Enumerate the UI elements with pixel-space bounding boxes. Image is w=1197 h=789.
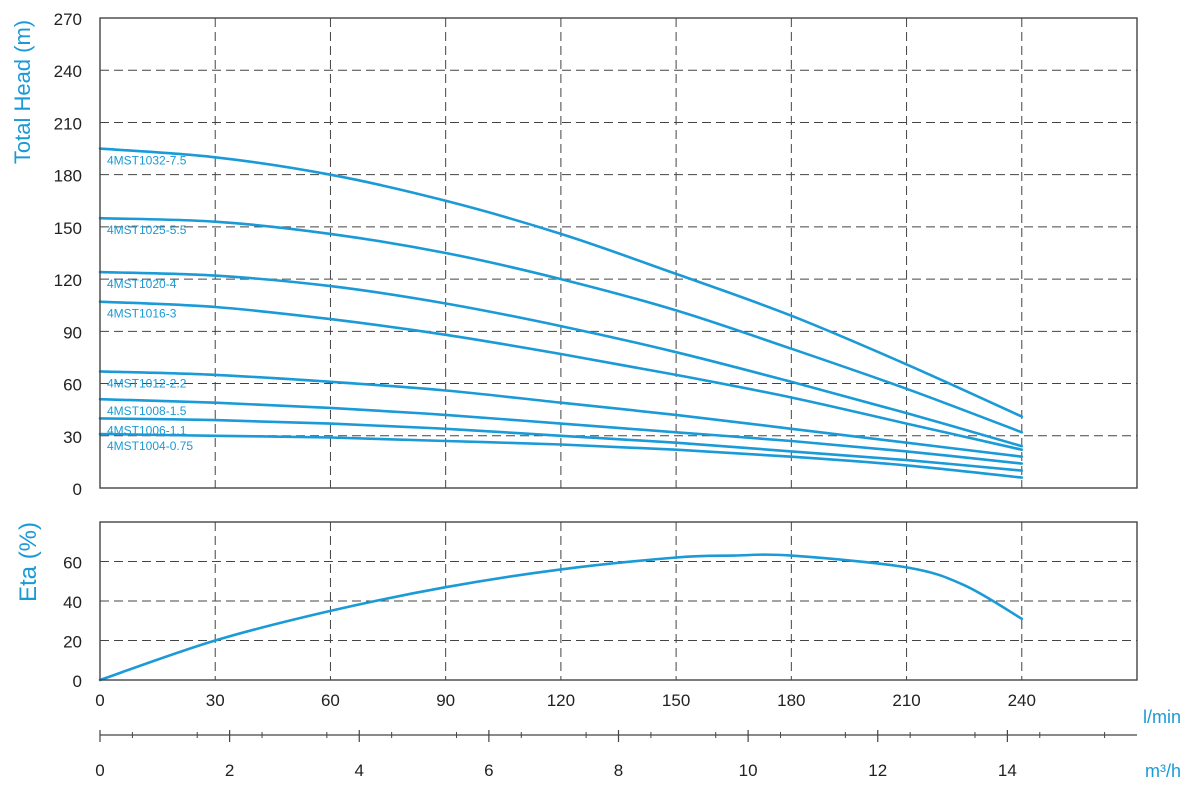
eta-curve [98, 553, 1024, 682]
eta-axis-title: Eta (%) [15, 522, 42, 602]
lmin-tick-label: 0 [95, 691, 104, 710]
eta-plot-frame [99, 521, 1138, 681]
curve-label-4MST1025-5.5: 4MST1025-5.5 [107, 223, 187, 237]
curve-label-4MST1004-0.75: 4MST1004-0.75 [107, 439, 193, 453]
m3h-tick-label: 12 [868, 761, 887, 780]
head-curve-4MST1025-5.5 [98, 216, 1024, 434]
head-y-tick-label: 210 [54, 114, 82, 133]
curve-layer [98, 147, 1024, 682]
m3h-unit-label: m³/h [1145, 761, 1181, 781]
m3h-tick-label: 6 [484, 761, 493, 780]
head-curve-4MST1008-1.5 [98, 397, 1024, 465]
head-y-tick-label: 180 [54, 167, 82, 186]
head-curve-4MST1012-2.2 [98, 370, 1024, 458]
head-y-tick-label: 270 [54, 10, 82, 29]
m3h-tick-label: 10 [739, 761, 758, 780]
m3h-tick-label: 14 [998, 761, 1017, 780]
curve-label-4MST1032-7.5: 4MST1032-7.5 [107, 154, 187, 168]
lmin-tick-label: 30 [206, 691, 225, 710]
head-y-tick-label: 30 [63, 428, 82, 447]
m3h-tick-label: 4 [355, 761, 364, 780]
m3h-tick-label: 0 [95, 761, 104, 780]
lmin-tick-label: 180 [777, 691, 805, 710]
eta-y-tick-label: 0 [73, 672, 82, 691]
text-layer: Total Head (m) Eta (%) l/min m³/h 4MST10… [10, 10, 1181, 781]
head-y-tick-label: 0 [73, 480, 82, 499]
head-curve-4MST1016-3 [98, 300, 1024, 451]
curve-label-4MST1006-1.1: 4MST1006-1.1 [107, 423, 187, 437]
lmin-tick-label: 60 [321, 691, 340, 710]
curve-label-4MST1016-3: 4MST1016-3 [107, 307, 177, 321]
head-curve-4MST1032-7.5 [98, 147, 1024, 418]
curve-label-4MST1008-1.5: 4MST1008-1.5 [107, 404, 187, 418]
frame-layer [99, 17, 1138, 742]
curve-label-4MST1020-4: 4MST1020-4 [107, 277, 177, 291]
lmin-unit-label: l/min [1143, 707, 1181, 727]
head-y-tick-label: 90 [63, 323, 82, 342]
head-y-tick-label: 150 [54, 219, 82, 238]
lmin-tick-label: 150 [662, 691, 690, 710]
head-y-tick-label: 120 [54, 271, 82, 290]
head-y-tick-label: 60 [63, 376, 82, 395]
eta-y-tick-label: 20 [63, 633, 82, 652]
head-plot-frame [99, 17, 1138, 489]
m3h-tick-label: 2 [225, 761, 234, 780]
eta-y-tick-label: 60 [63, 554, 82, 573]
head-curve-4MST1020-4 [98, 270, 1024, 448]
head-y-tick-label: 240 [54, 62, 82, 81]
lmin-tick-label: 210 [892, 691, 920, 710]
eta-y-tick-label: 40 [63, 593, 82, 612]
head-curve-4MST1004-0.75 [98, 432, 1024, 479]
grid-layer [100, 18, 1137, 680]
head-axis-title: Total Head (m) [10, 20, 35, 164]
head-curve-4MST1006-1.1 [98, 417, 1024, 472]
m3h-tick-label: 8 [614, 761, 623, 780]
curve-label-4MST1012-2.2: 4MST1012-2.2 [107, 376, 187, 390]
lmin-tick-label: 120 [547, 691, 575, 710]
lmin-tick-label: 90 [436, 691, 455, 710]
lmin-tick-label: 240 [1008, 691, 1036, 710]
